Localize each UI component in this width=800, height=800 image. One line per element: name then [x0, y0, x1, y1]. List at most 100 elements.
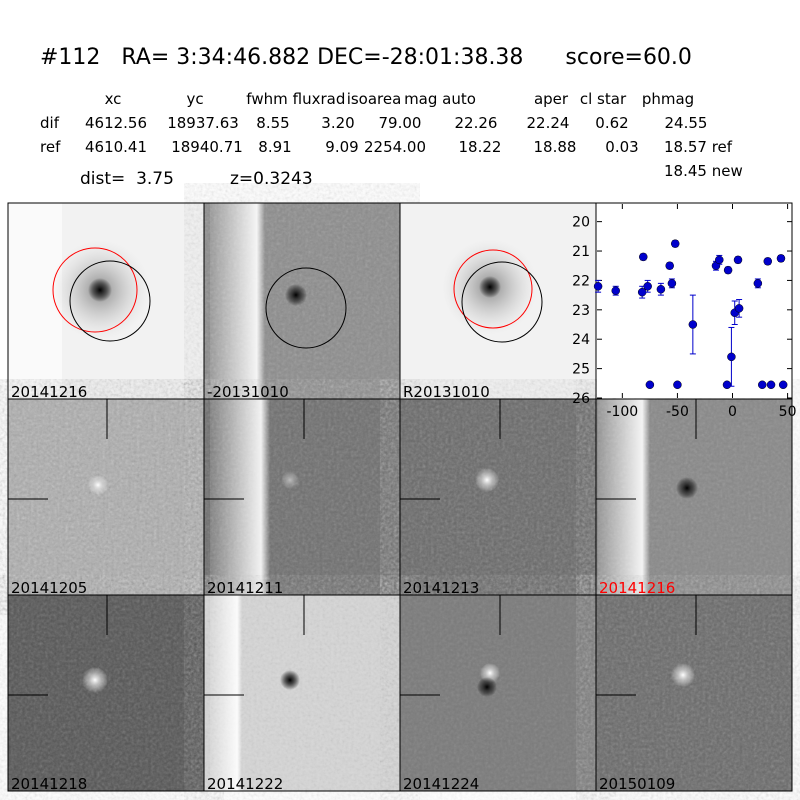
y-tick-label: 22	[572, 273, 590, 289]
point	[715, 255, 724, 265]
point	[723, 265, 733, 275]
point	[665, 261, 674, 270]
cell: 18.22	[459, 138, 502, 156]
noise	[400, 595, 596, 791]
image-strip	[598, 399, 650, 595]
cell: 8.55	[256, 114, 289, 132]
column-header: isoarea	[347, 90, 402, 108]
image-strip	[210, 399, 270, 595]
column-header: fluxrad	[293, 90, 346, 108]
point	[639, 252, 648, 262]
circle	[52, 247, 138, 333]
source	[88, 278, 112, 302]
noise	[8, 399, 204, 595]
noise	[596, 595, 792, 791]
cell: 8.91	[258, 138, 291, 156]
point	[753, 279, 763, 288]
panel-label: 20141216	[599, 579, 675, 597]
source	[475, 468, 499, 492]
cell: 18.88	[534, 138, 577, 156]
point	[778, 380, 788, 390]
cell: 18.57 ref	[664, 138, 733, 156]
cell: 22.24	[527, 114, 570, 132]
column-header: phmag	[642, 90, 694, 108]
panel-label: 20141211	[207, 579, 283, 597]
point	[766, 380, 776, 390]
y-tick-label: 25	[572, 362, 590, 378]
column-header: cl star	[580, 90, 627, 108]
source	[671, 663, 695, 687]
point	[667, 279, 677, 288]
point	[670, 239, 680, 248]
panel-label: 20141218	[11, 775, 87, 793]
cell: 0.03	[605, 138, 638, 156]
y-tick-label: 26	[572, 391, 590, 407]
cell: 0.62	[595, 114, 628, 132]
point	[733, 255, 743, 265]
y-tick-label: 20	[572, 215, 590, 231]
cell: 4610.41	[85, 138, 147, 156]
source	[88, 475, 108, 495]
circle	[69, 260, 151, 342]
column-header: mag auto	[404, 90, 476, 108]
source	[82, 667, 108, 693]
panel-label: 20141224	[403, 775, 479, 793]
dist: dist= 3.75	[80, 169, 174, 189]
image-strip	[210, 595, 242, 791]
point	[611, 286, 620, 295]
frames	[7, 202, 793, 792]
point	[776, 254, 786, 263]
noise	[400, 399, 596, 595]
x-tick-label: -100	[606, 404, 638, 420]
point	[734, 304, 744, 313]
point	[727, 352, 736, 362]
x-tick-label: 50	[779, 404, 797, 420]
cell: 22.26	[455, 114, 498, 132]
panel-label: 20141205	[11, 579, 87, 597]
source	[477, 677, 497, 697]
y-tick-label: 23	[572, 303, 590, 319]
cell: 4612.56	[85, 114, 147, 132]
source	[281, 471, 299, 489]
cell: 2254.00	[364, 138, 426, 156]
panel-label: R20131010	[403, 383, 490, 401]
redshift: z=0.3243	[230, 169, 313, 189]
circle	[453, 249, 533, 329]
cell: 18940.71	[171, 138, 243, 156]
cell: 18937.63	[167, 114, 239, 132]
noise	[8, 595, 204, 791]
y-tick-label: 24	[572, 332, 590, 348]
row-label: ref	[40, 138, 61, 156]
panel-label: 20141216	[11, 383, 87, 401]
column-header: xc	[105, 90, 122, 108]
point	[763, 257, 773, 266]
image-strip	[210, 203, 265, 399]
source	[285, 284, 307, 306]
column-header: fwhm	[246, 90, 287, 108]
point	[722, 380, 732, 390]
images	[7, 202, 793, 792]
column-header: yc	[186, 90, 203, 108]
source	[676, 477, 698, 499]
cell: 79.00	[379, 114, 422, 132]
cell: 9.09	[325, 138, 358, 156]
cell: 3.20	[321, 114, 354, 132]
circle	[461, 261, 543, 343]
y-tick-label: 21	[572, 244, 590, 260]
title: #112 RA= 3:34:46.882 DEC=-28:01:38.38 sc…	[40, 45, 692, 70]
panel-label: -20131010	[207, 383, 289, 401]
point	[593, 282, 603, 291]
cell: 24.55	[665, 114, 708, 132]
panel-label: 20141222	[207, 775, 283, 793]
column-header: aper	[534, 90, 569, 108]
plot-area	[597, 204, 792, 398]
panel-label: 20141213	[403, 579, 479, 597]
source	[280, 670, 300, 690]
crosshairs	[8, 399, 697, 696]
row-label: dif	[40, 114, 60, 132]
x-tick-label: 0	[728, 404, 737, 420]
new-mag: 18.45 new	[664, 162, 743, 180]
x-tick-label: -50	[666, 404, 689, 420]
